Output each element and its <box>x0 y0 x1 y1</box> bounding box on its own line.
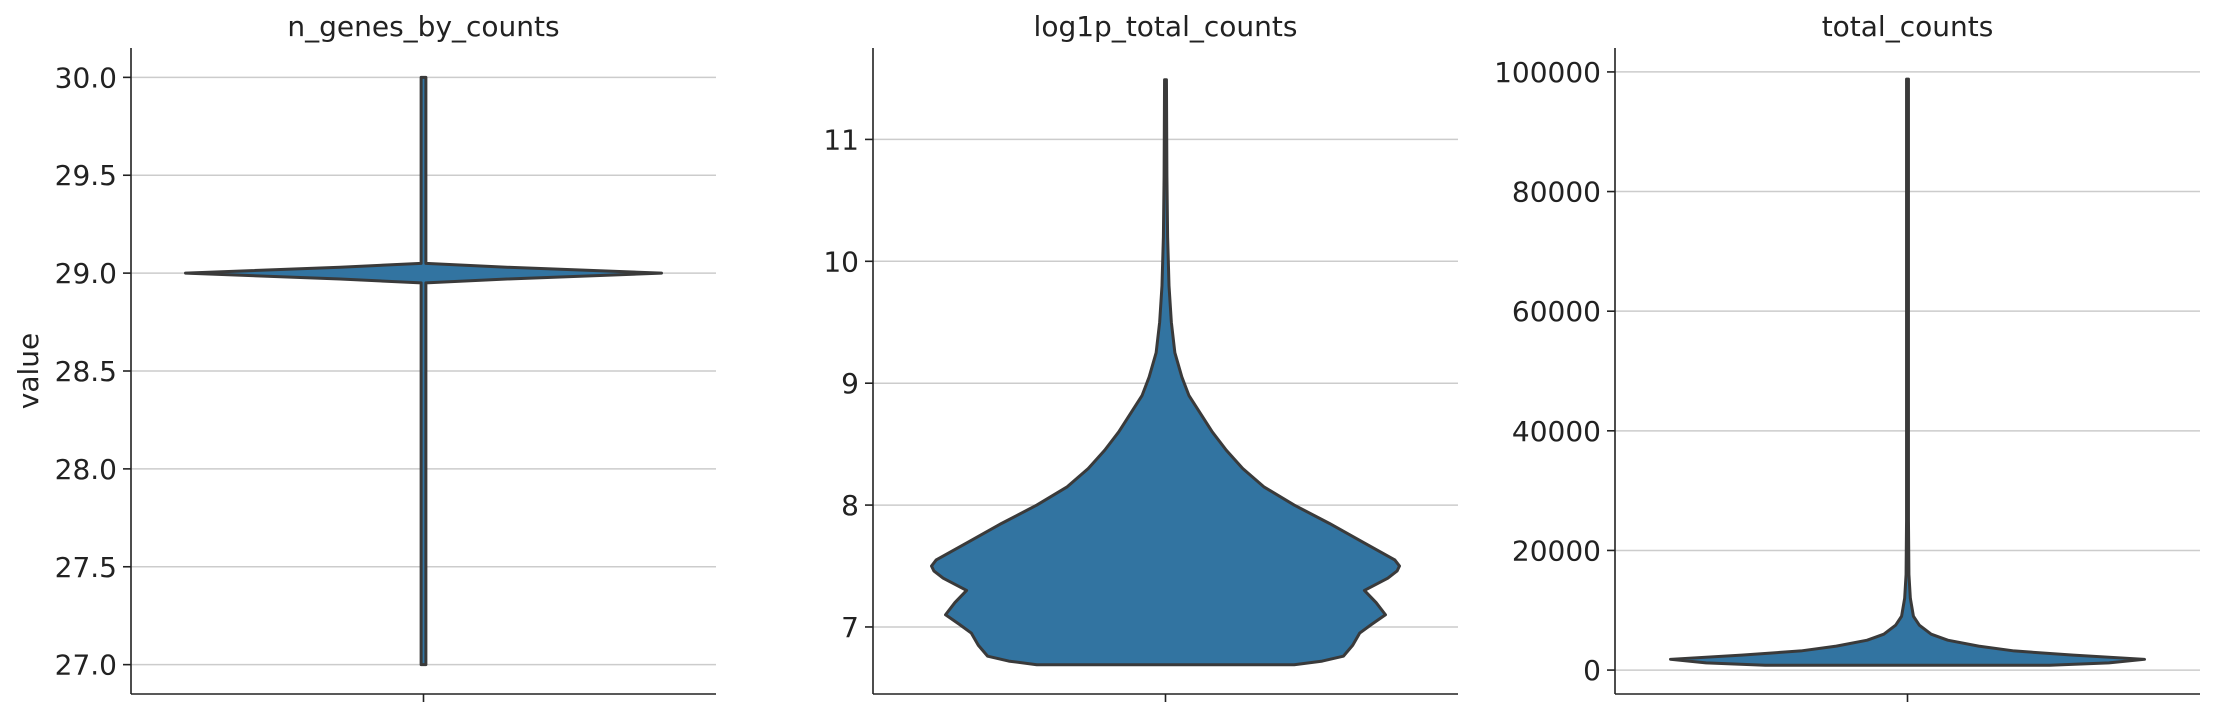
y-axis-label: value <box>12 333 45 409</box>
violin-panel-2: 7 8 9 10 11 log1p_total_counts <box>823 10 1458 702</box>
panel-title: total_counts <box>1822 10 1994 43</box>
y-tick-label: 29.5 <box>55 159 117 192</box>
y-tick-label: 80000 <box>1512 176 1601 209</box>
y-tick-label: 60000 <box>1512 295 1601 328</box>
y-tick-label: 10 <box>823 245 859 278</box>
violin-body <box>184 75 663 667</box>
y-tick-label: 27.5 <box>55 551 117 584</box>
y-tick-label: 27.0 <box>55 649 117 682</box>
y-tick-label: 11 <box>823 123 859 156</box>
panel-title: n_genes_by_counts <box>287 10 559 43</box>
violin-panel-1: 27.0 27.5 28.0 28.5 29.0 29.5 30.0 n_genes_by_c… <box>12 10 716 702</box>
y-tick-label: 9 <box>841 367 859 400</box>
y-tick-label: 28.0 <box>55 453 117 486</box>
violin-body <box>1669 77 2146 667</box>
violin-panel-3: 0 20000 40000 60000 80000 100000 total_counts <box>1494 10 2200 702</box>
y-tick-label: 7 <box>841 611 859 644</box>
y-tick-label: 30.0 <box>55 61 117 94</box>
y-tick-label: 100000 <box>1494 56 1601 89</box>
y-tick-label: 8 <box>841 489 859 522</box>
y-tick-label: 29.0 <box>55 257 117 290</box>
violin-body <box>930 78 1401 667</box>
y-tick-label: 20000 <box>1512 534 1601 567</box>
panel-title: log1p_total_counts <box>1034 10 1298 43</box>
y-tick-label: 0 <box>1583 654 1601 687</box>
y-tick-label: 40000 <box>1512 415 1601 448</box>
y-tick-label: 28.5 <box>55 355 117 388</box>
